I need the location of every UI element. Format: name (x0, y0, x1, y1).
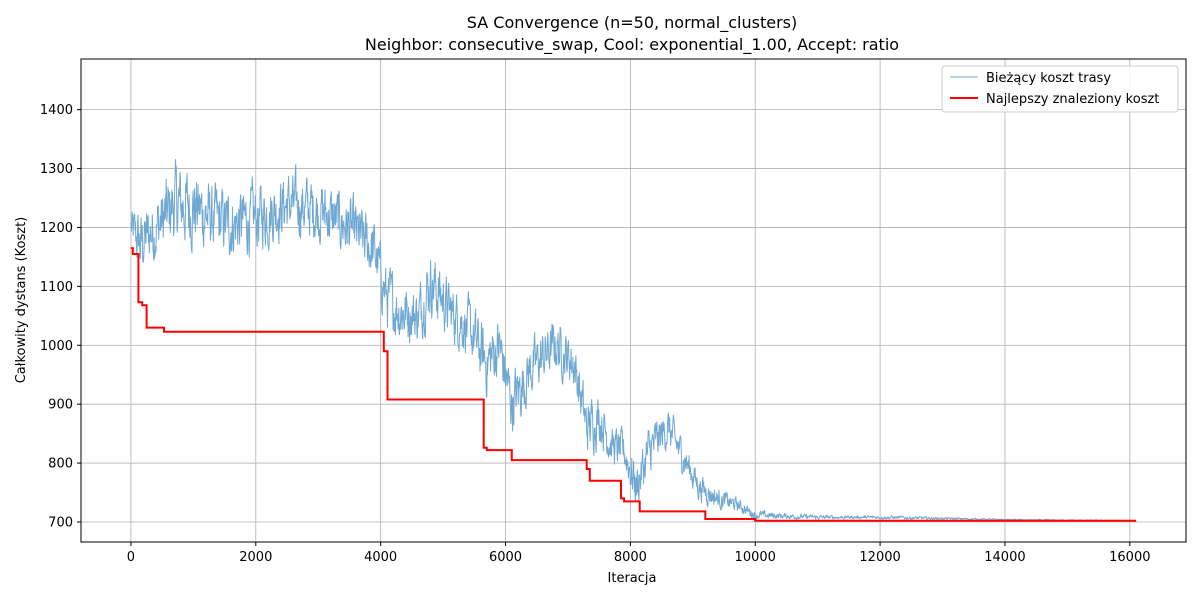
x-tick-label: 16000 (1109, 550, 1150, 565)
x-tick-label: 14000 (984, 550, 1025, 565)
legend-label-best-cost: Najlepszy znaleziony koszt (986, 92, 1159, 107)
chart-title: SA Convergence (n=50, normal_clusters) (467, 13, 797, 33)
y-tick-label: 1300 (40, 162, 73, 177)
plot-series (130, 159, 1137, 522)
y-tick-label: 1100 (40, 280, 73, 295)
series-line-current-cost (130, 159, 1137, 522)
y-axis-label: Całkowity dystans (Koszt) (14, 217, 29, 384)
series-line-best-cost (130, 247, 1137, 522)
y-tick-label: 1200 (40, 221, 73, 236)
legend: Bieżący koszt trasy Najlepszy znaleziony… (941, 65, 1179, 113)
x-tick-label: 0 (127, 550, 135, 565)
x-tick-label: 4000 (364, 550, 397, 565)
chart-subtitle: Neighbor: consecutive_swap, Cool: expone… (365, 35, 899, 55)
y-tick-label: 800 (48, 457, 73, 472)
y-tick-label: 900 (48, 398, 73, 413)
x-axis-ticks: 0 2000 4000 6000 8000 10000 12000 14000 16000 (127, 542, 1150, 565)
x-tick-label: 10000 (735, 550, 776, 565)
x-tick-label: 2000 (239, 550, 272, 565)
y-tick-label: 1000 (40, 339, 73, 354)
y-tick-label: 700 (48, 515, 73, 530)
legend-box (941, 65, 1179, 113)
plot-frame (80, 58, 1187, 543)
y-tick-label: 1400 (40, 103, 73, 118)
x-axis-label: Iteracja (608, 571, 657, 586)
legend-label-current-cost: Bieżący koszt trasy (986, 71, 1111, 86)
y-axis-ticks: 700 800 900 1000 1100 1200 1300 1400 (40, 103, 81, 530)
x-tick-label: 12000 (859, 550, 900, 565)
x-tick-label: 6000 (489, 550, 522, 565)
x-tick-label: 8000 (614, 550, 647, 565)
